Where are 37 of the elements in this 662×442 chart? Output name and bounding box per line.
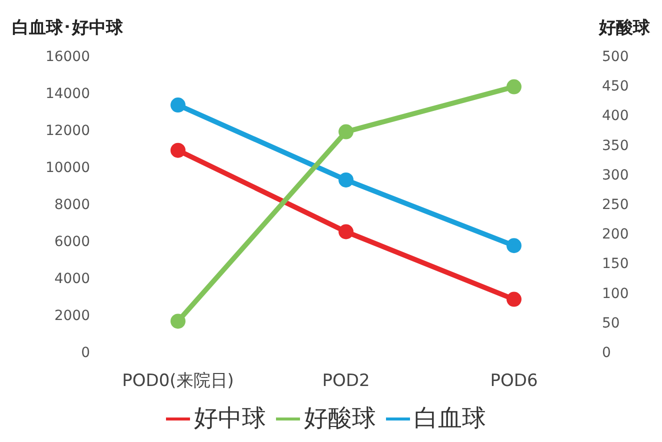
point — [338, 172, 354, 188]
y-tick-label: 8000 — [54, 196, 90, 213]
y-tick-label: 14000 — [45, 86, 90, 102]
point — [170, 314, 186, 329]
point — [338, 124, 354, 140]
y-tick-label: 12000 — [45, 122, 90, 139]
y-tick-label: 2000 — [54, 308, 90, 324]
y2-tick-label: 250 — [602, 196, 629, 213]
y-tick-label: 6000 — [54, 234, 90, 250]
x-tick-label: POD0(来院日) — [122, 371, 234, 392]
y-tick-label: 10000 — [45, 160, 90, 176]
y2-tick-label: 350 — [602, 138, 629, 154]
point — [170, 142, 186, 158]
y-tick-label: 0 — [81, 344, 90, 361]
legend-label: 好酸球 — [304, 404, 376, 432]
y2-tick-label: 0 — [602, 344, 611, 361]
y2-tick-label: 300 — [602, 167, 629, 184]
x-tick-label: POD6 — [490, 371, 538, 392]
point — [506, 79, 522, 94]
y2-tick-label: 50 — [602, 315, 620, 332]
legend-label: 好中球 — [194, 404, 266, 432]
y2-tick-label: 500 — [602, 48, 629, 65]
y-tick-label: 16000 — [45, 48, 90, 65]
y2-tick-label: 150 — [602, 256, 629, 272]
y2-axis-title: 好酸球 — [599, 17, 650, 39]
point — [506, 238, 522, 254]
x-tick-label: POD2 — [322, 371, 370, 392]
point — [338, 224, 354, 240]
y-axis-title: 白血球･好中球 — [12, 17, 123, 39]
y-tick-label: 4000 — [54, 270, 90, 287]
y2-tick-label: 200 — [602, 226, 629, 243]
y2-tick-label: 450 — [602, 78, 629, 95]
legend-label: 白血球 — [414, 404, 486, 432]
y2-tick-label: 100 — [602, 286, 629, 302]
y2-tick-label: 400 — [602, 108, 629, 124]
point — [170, 98, 186, 113]
point — [506, 292, 522, 307]
